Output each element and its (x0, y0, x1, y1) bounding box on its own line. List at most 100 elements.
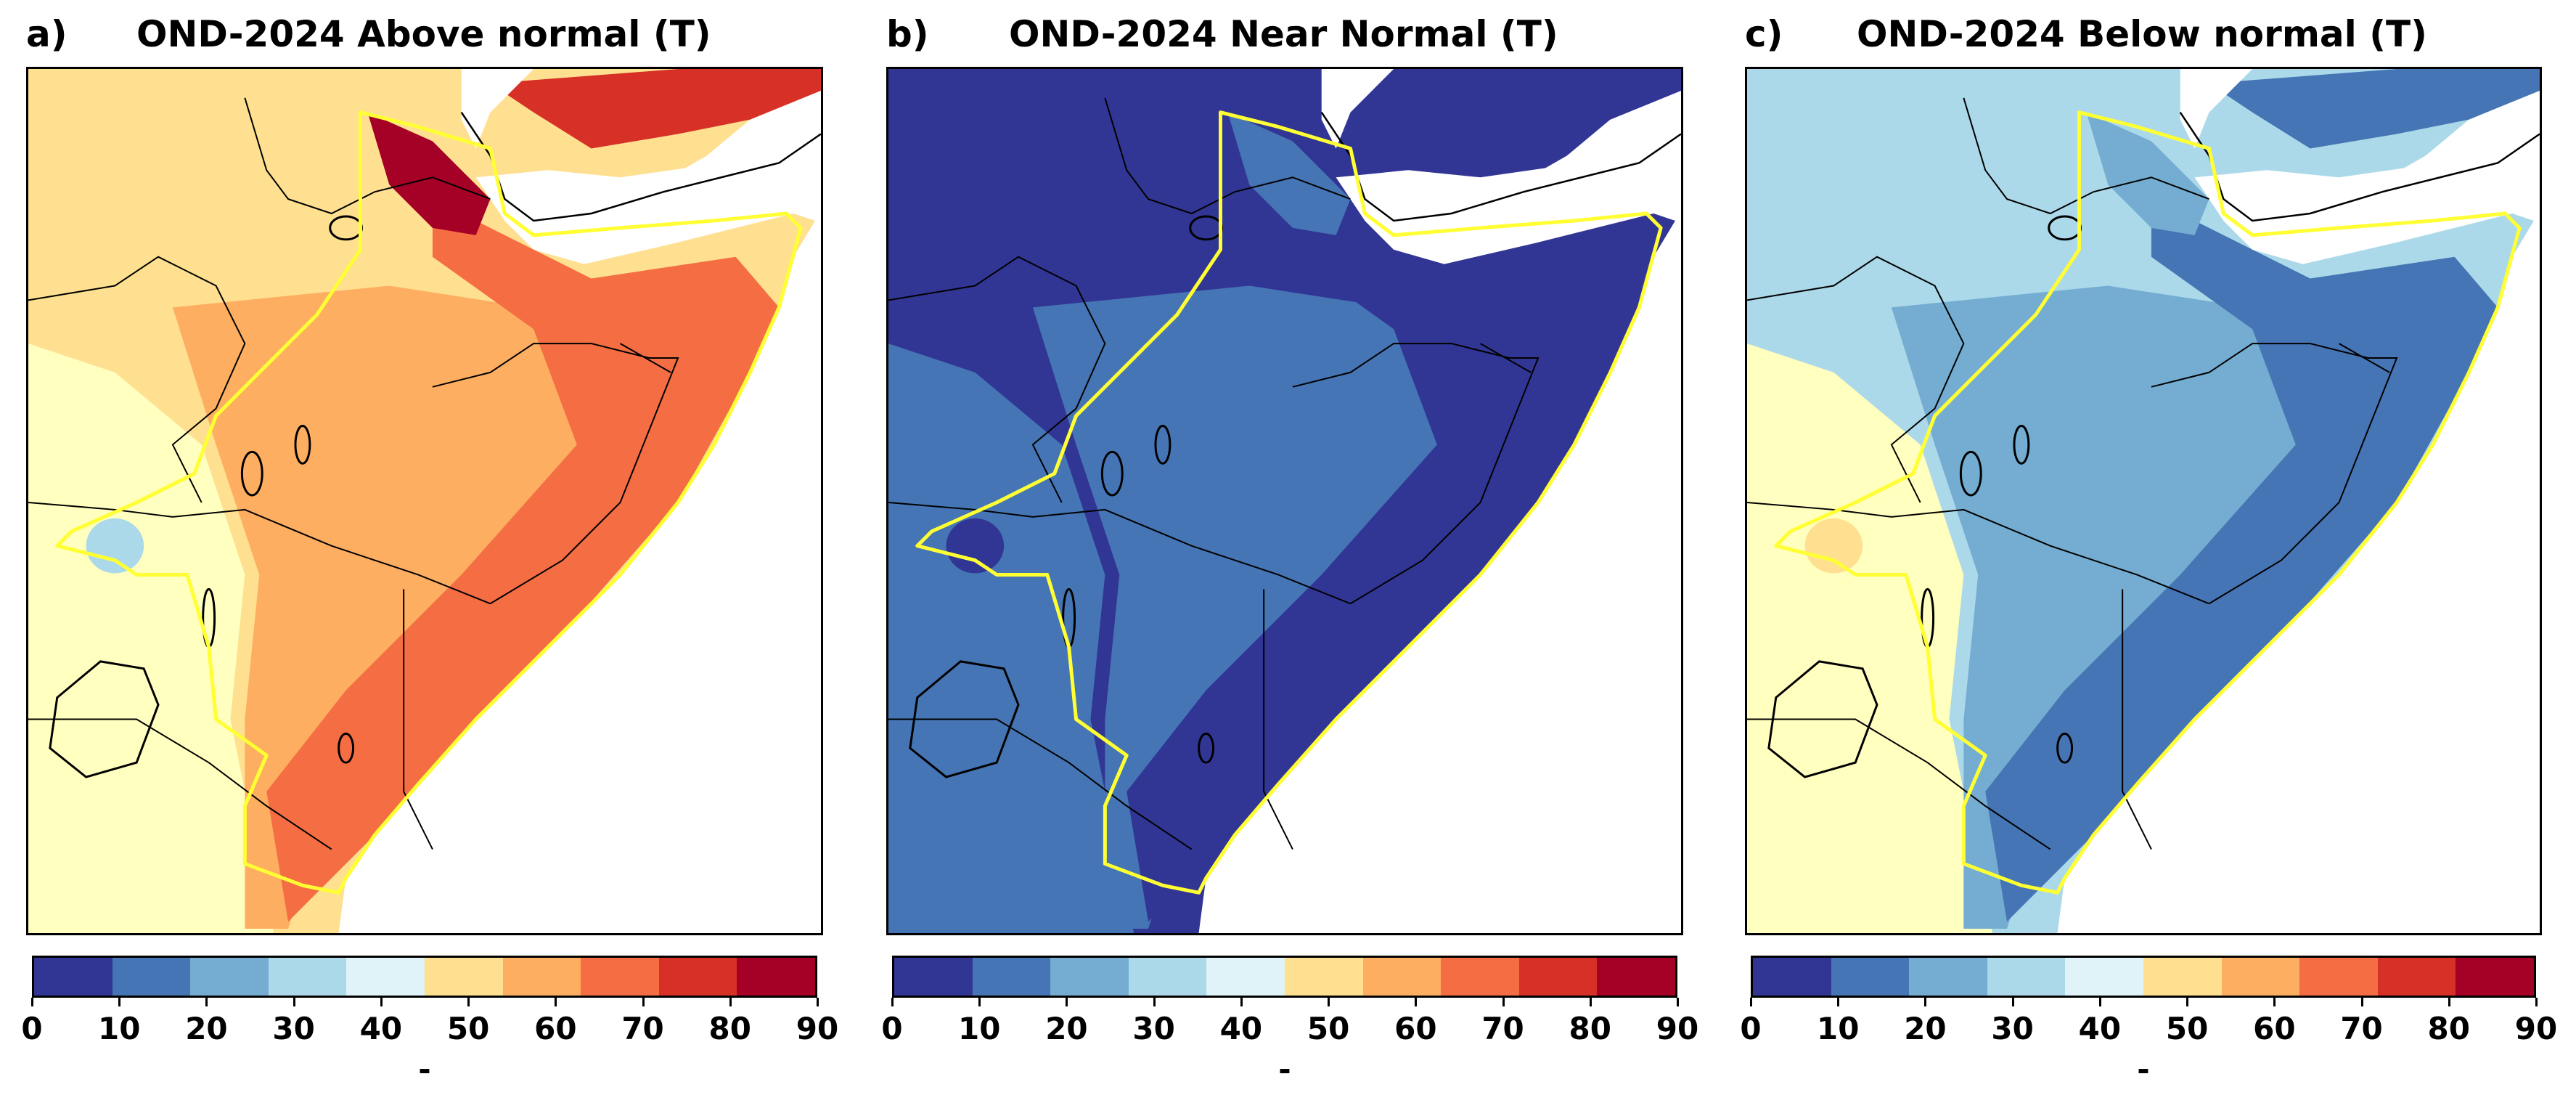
colorbar-tick-label: 30 (272, 1011, 315, 1046)
colorbar-tick-label: 10 (97, 1011, 141, 1046)
panel-title: OND-2024 Below normal (T) (1857, 13, 2428, 55)
indian-ocean (338, 112, 821, 933)
panel-near-normal: b) OND-2024 Near Normal (T) 0 10 20 30 40 50 6… (860, 0, 1702, 1111)
colorbar-segment (424, 958, 503, 996)
colorbar-tick (467, 998, 470, 1006)
panel-title: OND-2024 Near Normal (T) (1009, 13, 1558, 55)
colorbar-tick (729, 998, 732, 1006)
probability-field-west (1747, 343, 1993, 933)
colorbar-tick (978, 998, 981, 1006)
colorbar-segment (112, 958, 191, 996)
country-border (888, 718, 1193, 850)
probability-field-east (266, 199, 780, 922)
colorbar-tick-label: 80 (2427, 1011, 2470, 1046)
country-border (28, 501, 491, 605)
colorbar-tick (1924, 998, 1927, 1006)
colorbar-segment (2299, 958, 2378, 996)
colorbar-tick-label: 40 (1219, 1011, 1263, 1046)
lake-outline (2056, 732, 2074, 764)
colorbar-segment (2221, 958, 2300, 996)
country-border (1747, 501, 2209, 605)
country-border (1747, 256, 1965, 503)
country-border (244, 97, 491, 215)
colorbar-tick (380, 998, 383, 1006)
lake-outline (294, 425, 311, 465)
colorbar-tick-label: 80 (708, 1011, 751, 1046)
country-border (2339, 343, 2390, 373)
map-svg (888, 69, 1681, 933)
probability-field-arabia (490, 69, 821, 149)
colorbar-tick-label: 10 (957, 1011, 1001, 1046)
indian-ocean (2057, 112, 2540, 933)
panel-below-normal: c) OND-2024 Below normal (T) 0 10 20 30 40 50… (1719, 0, 2561, 1111)
country-border (2122, 589, 2152, 850)
colorbar-tick-label: 60 (2253, 1011, 2296, 1046)
colorbar-label: - (1278, 1051, 1291, 1087)
colorbar-tick (1328, 998, 1330, 1006)
colorbar-tick (2186, 998, 2189, 1006)
gulf-of-aden (1336, 163, 1640, 264)
colorbar-segment (1987, 958, 2066, 996)
colorbar-tick (1502, 998, 1505, 1006)
lake-outline (338, 732, 355, 764)
country-border (1263, 589, 1293, 850)
colorbar-tick (293, 998, 295, 1006)
colorbar-segment (1831, 958, 1910, 996)
colorbar-segment (502, 958, 581, 996)
colorbar-tick-label: 20 (1045, 1011, 1088, 1046)
probability-map (886, 67, 1683, 935)
colorbar-tick-label: 50 (1307, 1011, 1350, 1046)
lake-outline (1959, 450, 1982, 497)
colorbar-segment (1597, 958, 1675, 996)
probability-map (26, 67, 823, 935)
colorbar-tick (1750, 998, 1752, 1006)
red-sea (2180, 69, 2253, 149)
lake-outline (1100, 450, 1124, 497)
country-border (432, 343, 679, 605)
colorbar-segment (1753, 958, 1831, 996)
lake-albert (86, 518, 144, 574)
colorbar-ticks: 0 10 20 30 40 50 60 70 80 90 (21, 998, 838, 1056)
probability-field-arabia (2209, 69, 2540, 149)
probability-field-north (1227, 112, 1351, 235)
map-svg (1747, 69, 2540, 933)
colorbar-tick (1677, 998, 1679, 1006)
country-border (1480, 343, 1532, 373)
colorbar-ticks: 0 10 20 30 40 50 60 70 80 90 (1740, 998, 2557, 1056)
colorbar-segment (2065, 958, 2143, 996)
lake-outline (1198, 732, 1215, 764)
country-border (28, 718, 332, 850)
colorbar-tick-label: 40 (2078, 1011, 2122, 1046)
colorbar-tick (817, 998, 819, 1006)
colorbar-segment (1441, 958, 1519, 996)
colorbar (892, 956, 1677, 998)
colorbar-segment (581, 958, 659, 996)
country-border (1104, 97, 1351, 215)
country-border (1963, 97, 2209, 215)
colorbar-segment (268, 958, 347, 996)
country-border (403, 589, 433, 850)
colorbar-tick-label: 50 (446, 1011, 490, 1046)
colorbar-segment (190, 958, 269, 996)
colorbar-tick (1153, 998, 1156, 1006)
lake-victoria-outline (49, 660, 160, 778)
panel-letter: a) (26, 13, 68, 55)
region-boundary (1774, 110, 2522, 895)
colorbar-segment (972, 958, 1051, 996)
probability-field-north (2086, 112, 2209, 235)
region-boundary (915, 110, 1663, 895)
colorbar-tick (891, 998, 894, 1006)
colorbar-segment (2377, 958, 2456, 996)
lake-victoria-outline (909, 660, 1020, 778)
colorbar-tick (1240, 998, 1243, 1006)
colorbar-tick-label: 0 (881, 1011, 903, 1046)
country-border (1292, 343, 1540, 605)
colorbar-tick-label: 60 (534, 1011, 577, 1046)
colorbar-tick-label: 80 (1569, 1011, 1611, 1046)
red-sea (461, 69, 534, 149)
region-boundary (55, 110, 803, 895)
colorbar-label: - (2137, 1051, 2150, 1087)
colorbar-tick-label: 70 (1481, 1011, 1524, 1046)
colorbar-segment (658, 958, 737, 996)
country-border (2151, 343, 2398, 605)
